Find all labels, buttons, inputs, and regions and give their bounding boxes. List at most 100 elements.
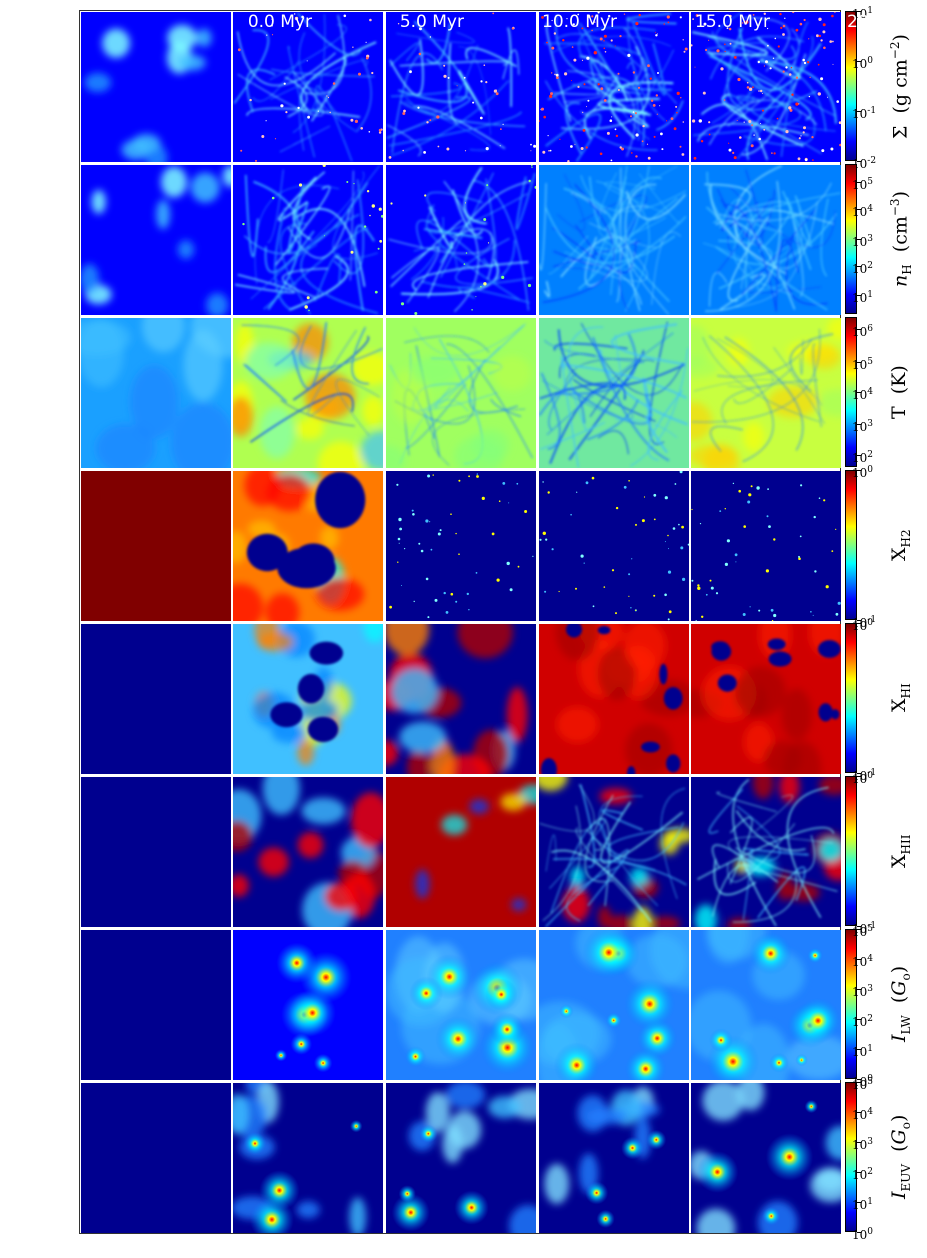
colorbar-tick-label: 10-1 xyxy=(852,106,877,122)
colorbar-tick-mark xyxy=(857,209,861,210)
colorbar-tick-mark xyxy=(857,1019,861,1020)
colorbar-tick-label: 104 xyxy=(852,1107,874,1122)
colorbar-tick-mark xyxy=(857,1112,861,1113)
colorbar-tick-label: 101 xyxy=(852,1044,874,1059)
map-panel-ieuv-t0 xyxy=(81,1083,231,1233)
map-panel-xh2-t0 xyxy=(81,471,231,621)
colorbar-ilw xyxy=(845,929,857,1079)
colorbar-tick-mark xyxy=(857,623,861,624)
colorbar-tick-mark xyxy=(857,239,861,240)
colorbar-tick-mark xyxy=(857,329,861,330)
colorbar-label-xhii: XHII xyxy=(888,834,913,868)
colorbar-tick-label: 103 xyxy=(852,418,874,434)
colorbar-ieuv xyxy=(845,1082,857,1232)
map-panel-xhii-t4 xyxy=(691,777,841,927)
map-panel-sigma-t2 xyxy=(386,12,536,162)
map-panel-nh-t4 xyxy=(691,165,841,315)
map-panel-xhii-t0 xyxy=(81,777,231,927)
map-panel-t-t4 xyxy=(691,318,841,468)
colorbar-tick-mark xyxy=(857,620,861,621)
colorbar-tick-mark xyxy=(857,392,861,393)
colorbar-tick-label: 105 xyxy=(852,177,874,192)
colorbar-tick-label: 104 xyxy=(852,954,874,969)
colorbar-tick-mark xyxy=(857,1232,861,1233)
colorbar-tick-mark xyxy=(857,362,861,363)
map-panel-nh-t2 xyxy=(386,165,536,315)
map-panel-xhi-t3 xyxy=(539,624,689,774)
map-panel-xh2-t4 xyxy=(691,471,841,621)
colorbar-tick-mark xyxy=(857,926,861,927)
map-panel-t-t3 xyxy=(539,318,689,468)
map-panel-ilw-t4 xyxy=(691,930,841,1080)
map-panel-ilw-t2 xyxy=(386,930,536,1080)
map-panel-xhii-t2 xyxy=(386,777,536,927)
time-label: 10.0 Myr xyxy=(542,12,617,32)
colorbar-tick-mark xyxy=(857,776,861,777)
colorbar-xhii xyxy=(845,776,857,926)
colorbar-tick-label: 103 xyxy=(852,1137,874,1152)
time-label: 20.0 Myr xyxy=(847,12,922,32)
colorbar-tick-label: 100 xyxy=(852,771,874,786)
colorbar-tick-mark xyxy=(857,1082,861,1083)
colorbar-tick-mark xyxy=(857,1079,861,1080)
map-panel-xh2-t3 xyxy=(539,471,689,621)
map-panel-xhii-t3 xyxy=(539,777,689,927)
colorbar-tick-label: 105 xyxy=(852,924,874,939)
map-panel-ieuv-t4 xyxy=(691,1083,841,1233)
colorbar-tick-mark xyxy=(857,1142,861,1143)
map-panel-nh-t0 xyxy=(81,165,231,315)
map-panel-xh2-t1 xyxy=(233,471,383,621)
colorbar-label-sigma: Σ (g cm−2) xyxy=(888,33,912,139)
colorbar-tick-mark xyxy=(857,111,861,113)
map-panel-ieuv-t2 xyxy=(386,1083,536,1233)
colorbar-tick-mark xyxy=(857,423,861,425)
map-panel-sigma-t1 xyxy=(233,12,383,162)
map-panel-xhii-t1 xyxy=(233,777,383,927)
colorbar-sigma xyxy=(845,11,857,161)
colorbar-label-t: T (K) xyxy=(888,365,910,419)
colorbar-tick-label: 100 xyxy=(852,618,874,633)
map-panel-sigma-t0 xyxy=(81,12,231,162)
colorbar-tick-label: 104 xyxy=(852,387,874,402)
colorbar-nh xyxy=(845,164,857,314)
map-panel-ieuv-t3 xyxy=(539,1083,689,1233)
time-label: 5.0 Myr xyxy=(399,12,464,32)
map-panel-xhi-t2 xyxy=(386,624,536,774)
colorbar-tick-label: 102 xyxy=(852,1014,874,1029)
colorbar-label-nh: nH (cm−3) xyxy=(888,191,915,287)
colorbar-tick-mark xyxy=(857,470,861,471)
map-panel-ilw-t3 xyxy=(539,930,689,1080)
colorbar-tick-label: 104 xyxy=(852,204,874,219)
colorbar-label-ieuv: IEUV (Go) xyxy=(888,1114,913,1200)
map-panel-ilw-t0 xyxy=(81,930,231,1080)
colorbar-tick-mark xyxy=(857,773,861,774)
colorbar-tick-mark xyxy=(857,266,861,267)
colorbar-xhi xyxy=(845,623,857,773)
colorbar-tick-mark xyxy=(857,929,861,930)
colorbar-tick-label: 106 xyxy=(852,324,874,339)
map-panel-sigma-t3 xyxy=(539,12,689,162)
map-panel-t-t1 xyxy=(233,318,383,468)
map-panel-nh-t1 xyxy=(233,165,383,315)
colorbar-tick-mark xyxy=(857,161,861,162)
map-panel-nh-t3 xyxy=(539,165,689,315)
map-panel-xhi-t1 xyxy=(233,624,383,774)
colorbar-label-xhi: XHI xyxy=(888,683,913,713)
colorbar-tick-mark xyxy=(857,61,861,62)
colorbar-tick-mark xyxy=(857,1202,861,1203)
colorbar-tick-mark xyxy=(857,959,861,960)
colorbar-tick-label: 101 xyxy=(852,6,874,21)
colorbar-tick-mark xyxy=(857,182,861,183)
colorbar-tick-label: 102 xyxy=(852,261,874,276)
map-panel-xhi-t0 xyxy=(81,624,231,774)
map-panel-ilw-t1 xyxy=(233,930,383,1080)
colorbar-label-ilw: ILW (Go) xyxy=(888,965,913,1043)
map-panel-sigma-t4 xyxy=(691,12,841,162)
colorbar-tick-label: 103 xyxy=(852,234,874,249)
colorbar-tick-label: 100 xyxy=(852,1227,874,1242)
colorbar-tick-label: 105 xyxy=(852,1077,874,1092)
colorbar-xh2 xyxy=(845,470,857,620)
time-label: 15.0 Myr xyxy=(695,12,770,32)
colorbar-tick-label: 102 xyxy=(852,1167,874,1182)
colorbar-tick-label: 103 xyxy=(852,984,874,999)
